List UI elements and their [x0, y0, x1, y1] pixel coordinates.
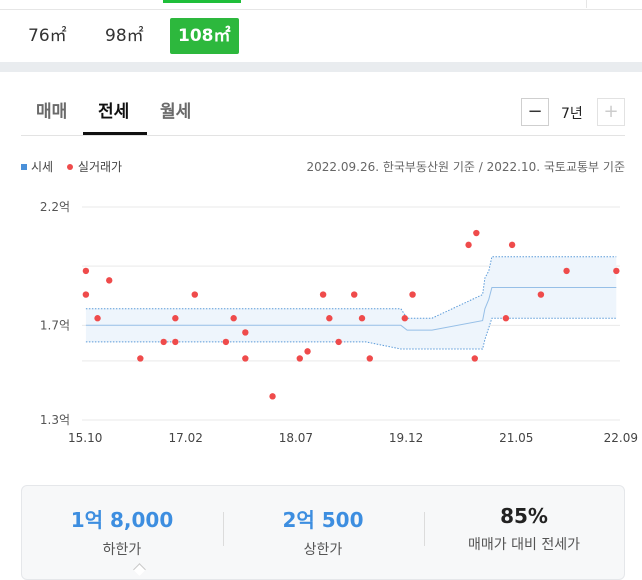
x-tick-label: 22.09	[604, 431, 638, 445]
band-lower-line	[85, 317, 617, 350]
ratio-value: 85%	[500, 504, 548, 528]
trade-point	[304, 348, 311, 355]
x-axis-labels: 15.10 17.02 18.07 19.12 21.05 22.09	[68, 431, 638, 445]
caret-icon	[133, 563, 146, 576]
summary-divider	[424, 512, 425, 546]
trade-point	[537, 291, 545, 298]
top-right-cell	[586, 0, 642, 8]
low-price-label: 하한가	[102, 542, 142, 558]
period-increase-button[interactable]: +	[597, 98, 625, 126]
trade-point	[172, 315, 179, 322]
trade-point	[296, 355, 303, 362]
legend-trade-label: 실거래가	[77, 160, 123, 174]
trade-point	[409, 291, 416, 298]
period-value: 7년	[561, 106, 583, 122]
band-upper-line	[85, 256, 617, 319]
trade-point	[563, 267, 570, 275]
high-price-value: 2억 500	[282, 508, 364, 532]
y-tick-label: 1.3억	[40, 413, 70, 427]
trade-point	[335, 338, 342, 346]
section-divider	[0, 62, 642, 72]
trade-point	[613, 267, 620, 275]
trade-point	[269, 393, 276, 400]
trade-point	[82, 267, 90, 275]
size-option-76[interactable]: 76㎡	[28, 26, 67, 46]
trade-point	[191, 291, 198, 298]
x-tick-label: 18.07	[279, 431, 313, 445]
trade-point	[351, 291, 358, 298]
tab-jeonse[interactable]: 전세	[98, 102, 130, 122]
trade-point	[222, 338, 230, 346]
trade-point	[326, 315, 333, 322]
trade-point	[172, 338, 179, 346]
size-option-98[interactable]: 98㎡	[105, 26, 144, 46]
trade-point	[502, 315, 510, 322]
data-source-note: 2022.09.26. 한국부동산원 기준 / 2022.10. 국토교통부 기…	[306, 160, 626, 174]
x-tick-label: 17.02	[169, 431, 203, 445]
market-price-swatch	[21, 163, 27, 170]
trade-point	[471, 355, 478, 362]
tab-sale[interactable]: 매매	[36, 102, 68, 122]
low-price-block: 1억 8,000 하한가	[22, 486, 222, 559]
ratio-block: 85% 매매가 대비 전세가	[424, 486, 624, 554]
period-decrease-button[interactable]: −	[521, 98, 549, 126]
trade-point	[242, 355, 249, 362]
trade-point	[137, 355, 144, 362]
deal-type-tabs: 매매 전세 월세 − 7년 +	[21, 85, 625, 136]
band-mid-line	[85, 287, 617, 331]
trade-point	[401, 315, 408, 322]
top-divider	[0, 0, 642, 10]
price-summary: 1억 8,000 하한가 2억 500 상한가 85% 매매가 대비 전세가	[21, 485, 625, 580]
high-price-block: 2억 500 상한가	[223, 486, 423, 559]
y-tick-label: 2.2억	[40, 200, 70, 214]
trade-point	[465, 241, 472, 249]
market-price-band	[85, 256, 617, 350]
x-tick-label: 21.05	[499, 431, 533, 445]
trade-point	[358, 315, 366, 322]
trade-point	[230, 315, 237, 322]
y-tick-label: 1.7억	[40, 318, 70, 332]
trade-point	[94, 315, 101, 322]
trade-point	[160, 338, 167, 346]
trade-price-swatch	[66, 163, 73, 170]
low-price-value: 1억 8,000	[70, 508, 174, 532]
band-area	[85, 256, 617, 349]
high-price-label: 상한가	[303, 542, 343, 558]
y-axis-labels: 1.3억 1.7억 2.2억	[40, 200, 70, 427]
legend-market-label: 시세	[31, 160, 54, 174]
tab-monthly-rent[interactable]: 월세	[160, 102, 192, 122]
trade-point	[106, 277, 113, 284]
active-tab-underline	[83, 132, 147, 135]
active-indicator	[163, 0, 241, 3]
chart-legend: 시세 실거래가	[21, 158, 122, 175]
x-tick-label: 19.12	[389, 431, 423, 445]
trade-point	[508, 241, 516, 249]
trade-point	[319, 291, 327, 298]
size-option-108[interactable]: 108㎡	[170, 18, 239, 54]
trade-points	[82, 229, 620, 400]
trade-point	[242, 329, 249, 336]
size-selector: 76㎡ 98㎡ 108㎡	[0, 10, 642, 62]
x-tick-label: 15.10	[68, 431, 102, 445]
trade-point	[82, 291, 90, 298]
trade-point	[366, 355, 373, 362]
summary-divider	[223, 512, 224, 546]
trade-point	[473, 229, 480, 237]
ratio-label: 매매가 대비 전세가	[468, 537, 580, 553]
price-chart[interactable]: 1.3억 1.7억 2.2억 15.10 17.02 18.07 19.12 21.05 22…	[0, 190, 642, 450]
